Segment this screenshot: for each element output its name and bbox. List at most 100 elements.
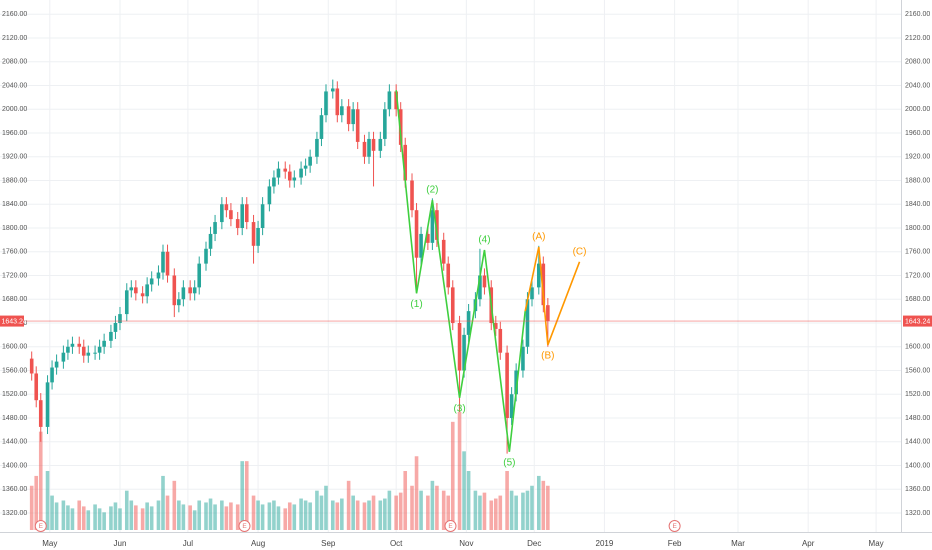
y-tick-label: 1680.00 — [2, 296, 27, 303]
volume-bar — [229, 502, 233, 530]
volume-bar — [161, 475, 165, 530]
candle-body — [521, 346, 525, 371]
volume-bar — [283, 508, 288, 530]
volume-bar — [267, 502, 272, 530]
volume-bar — [546, 485, 550, 530]
volume-bar — [493, 498, 498, 530]
volume-bar — [473, 490, 478, 530]
volume-bar — [419, 490, 423, 530]
y-tick-label: 2080.00 — [2, 59, 27, 66]
volume-bar — [435, 485, 439, 530]
volume-bar — [124, 490, 129, 530]
x-tick-label: Aug — [251, 539, 265, 548]
candle-body — [457, 323, 462, 371]
candle-body — [355, 109, 360, 142]
candle-body — [303, 165, 308, 169]
volume-bar — [303, 500, 308, 530]
volume-bar — [50, 495, 54, 530]
volume-bar — [93, 504, 97, 530]
candle-body — [403, 144, 408, 181]
y-tick-label: 1480.00 — [2, 415, 27, 422]
candle-body — [419, 233, 423, 258]
volume-bar — [330, 500, 335, 530]
volume-bar — [457, 412, 462, 530]
candle-body — [113, 323, 118, 332]
y-tick-label-right: 2000.00 — [905, 106, 930, 113]
volume-bar — [355, 500, 360, 530]
y-tick-label-right: 1480.00 — [905, 415, 930, 422]
candle-body — [541, 263, 546, 306]
candle-body — [70, 343, 75, 347]
candle-body — [156, 272, 161, 279]
candle-body — [197, 263, 202, 288]
candle-body — [124, 290, 129, 315]
y-tick-label-right: 1680.00 — [905, 296, 930, 303]
x-tick-label: Feb — [668, 539, 682, 548]
volume-bar — [45, 471, 50, 530]
volume-bar — [192, 510, 197, 530]
candle-body — [315, 138, 319, 157]
candle-body — [426, 233, 430, 243]
event-label: E — [672, 523, 677, 530]
volume-bar — [292, 504, 297, 530]
candle-body — [260, 204, 265, 228]
event-label: E — [39, 523, 44, 530]
y-tick-label: 1520.00 — [2, 391, 27, 398]
candle-body — [34, 373, 39, 401]
volume-bar — [426, 495, 430, 530]
volume-bar — [414, 456, 419, 530]
candle-body — [38, 400, 43, 427]
candle-body — [97, 346, 102, 353]
candle-body — [536, 263, 541, 288]
candle-body — [346, 106, 351, 125]
volume-bar — [525, 490, 530, 530]
candle-body — [430, 210, 435, 243]
candle-body — [172, 275, 177, 306]
candle-body — [378, 138, 383, 151]
volume-bar — [394, 495, 398, 530]
volume-bar — [118, 508, 122, 530]
candle-body — [208, 233, 213, 249]
volume-bar — [276, 506, 281, 530]
y-tick-label-right: 1720.00 — [905, 272, 930, 279]
y-tick-label-right: 1960.00 — [905, 130, 930, 137]
volume-bar — [134, 505, 138, 530]
candle-body — [530, 287, 534, 300]
y-tick-label-right: 1400.00 — [905, 462, 930, 469]
candle-body — [161, 251, 165, 273]
candle-body — [244, 204, 249, 223]
volume-bar — [462, 451, 466, 530]
wave-label: (C) — [573, 246, 587, 257]
candle-body — [509, 394, 514, 418]
wave-label: (5) — [503, 457, 515, 468]
wave-line — [524, 246, 581, 346]
volume-bar — [145, 502, 149, 530]
candle-body — [287, 171, 292, 181]
candle-body — [267, 186, 272, 205]
volume-bar — [70, 508, 75, 530]
y-tick-label-right: 1440.00 — [905, 439, 930, 446]
volume-bar — [466, 471, 471, 530]
y-tick-label-right: 1840.00 — [905, 201, 930, 208]
candle-body — [505, 352, 509, 418]
candle-body — [129, 287, 134, 291]
waves: (1) (2) (3) (4) (5) (A) (B) (C) — [395, 90, 587, 468]
candle-body — [177, 299, 181, 306]
candle-body — [140, 293, 145, 297]
volume-bar — [165, 495, 170, 530]
y-tick-label-right: 2120.00 — [905, 35, 930, 42]
candle-body — [446, 263, 451, 288]
y-tick-label: 1920.00 — [2, 154, 27, 161]
candle-body — [272, 177, 276, 187]
candle-body — [441, 239, 446, 264]
wave-label: (4) — [478, 235, 490, 246]
volume-bar — [362, 502, 367, 530]
volume-bar — [308, 502, 312, 530]
candle-body — [498, 328, 503, 353]
wave-label: (3) — [453, 403, 465, 414]
candle-body — [362, 141, 367, 157]
volume-bar — [335, 502, 340, 530]
volume-bar — [403, 471, 408, 530]
